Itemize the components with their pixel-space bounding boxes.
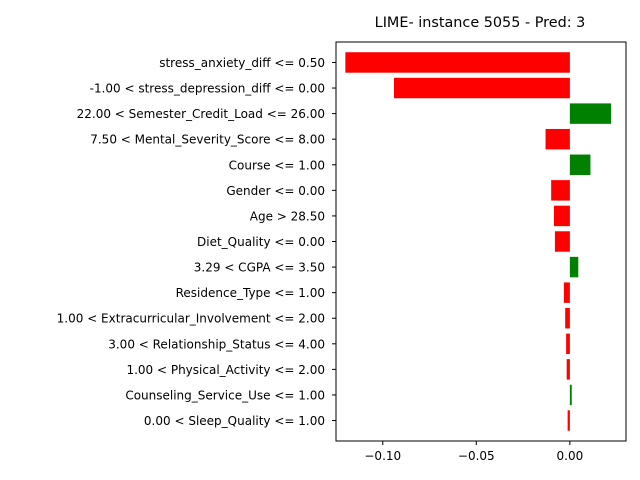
bar-0: [345, 52, 570, 73]
x-ticks: −0.10 −0.05 0.00: [364, 441, 583, 463]
bar-13: [569, 384, 572, 406]
y-tick-label-2: 22.00 < Semester_Credit_Load <= 26.00: [77, 107, 325, 121]
y-tick-label-8: 3.29 < CGPA <= 3.50: [194, 261, 325, 275]
y-tick-label-7: Diet_Quality <= 0.00: [197, 235, 325, 249]
bar-12: [566, 359, 570, 380]
y-tick-labels: stress_anxiety_diff <= 0.50 -1.00 < stres…: [57, 56, 336, 428]
y-tick-label-10: 1.00 < Extracurricular_Involvement <= 2.…: [57, 312, 325, 326]
bars-group: [345, 52, 612, 431]
y-tick-label-6: Age > 28.50: [250, 209, 325, 223]
y-tick-label-12: 1.00 < Physical_Activity <= 2.00: [126, 363, 325, 377]
y-tick-label-5: Gender <= 0.00: [226, 184, 325, 198]
y-tick-label-4: Course <= 1.00: [229, 158, 325, 172]
y-tick-label-14: 0.00 < Sleep_Quality <= 1.00: [144, 414, 325, 428]
bar-9: [563, 282, 570, 303]
bar-14: [567, 410, 570, 431]
y-tick-label-0: stress_anxiety_diff <= 0.50: [159, 56, 325, 70]
bar-5: [551, 180, 570, 201]
y-tick-label-11: 3.00 < Relationship_Status <= 4.00: [108, 337, 325, 351]
bar-1: [394, 77, 570, 99]
y-tick-label-9: Residence_Type <= 1.00: [176, 286, 325, 300]
x-tick-label-2: 0.00: [557, 449, 584, 463]
bar-10: [565, 308, 570, 329]
x-tick-label-0: −0.10: [364, 449, 401, 463]
y-tick-label-3: 7.50 < Mental_Severity_Score <= 8.00: [90, 133, 325, 147]
bar-4: [569, 154, 591, 175]
chart-title: LIME- instance 5055 - Pred: 3: [375, 15, 586, 31]
plot-frame: [335, 41, 627, 442]
y-tick-label-13: Counseling_Service_Use <= 1.00: [125, 388, 325, 402]
bar-8: [569, 256, 579, 278]
bar-2: [569, 103, 612, 124]
bar-7: [554, 231, 570, 252]
bar-6: [553, 205, 570, 227]
y-tick-label-1: -1.00 < stress_depression_diff <= 0.00: [90, 82, 325, 96]
x-tick-label-1: −0.05: [458, 449, 495, 463]
bar-3: [545, 128, 570, 150]
bar-11: [566, 333, 570, 355]
